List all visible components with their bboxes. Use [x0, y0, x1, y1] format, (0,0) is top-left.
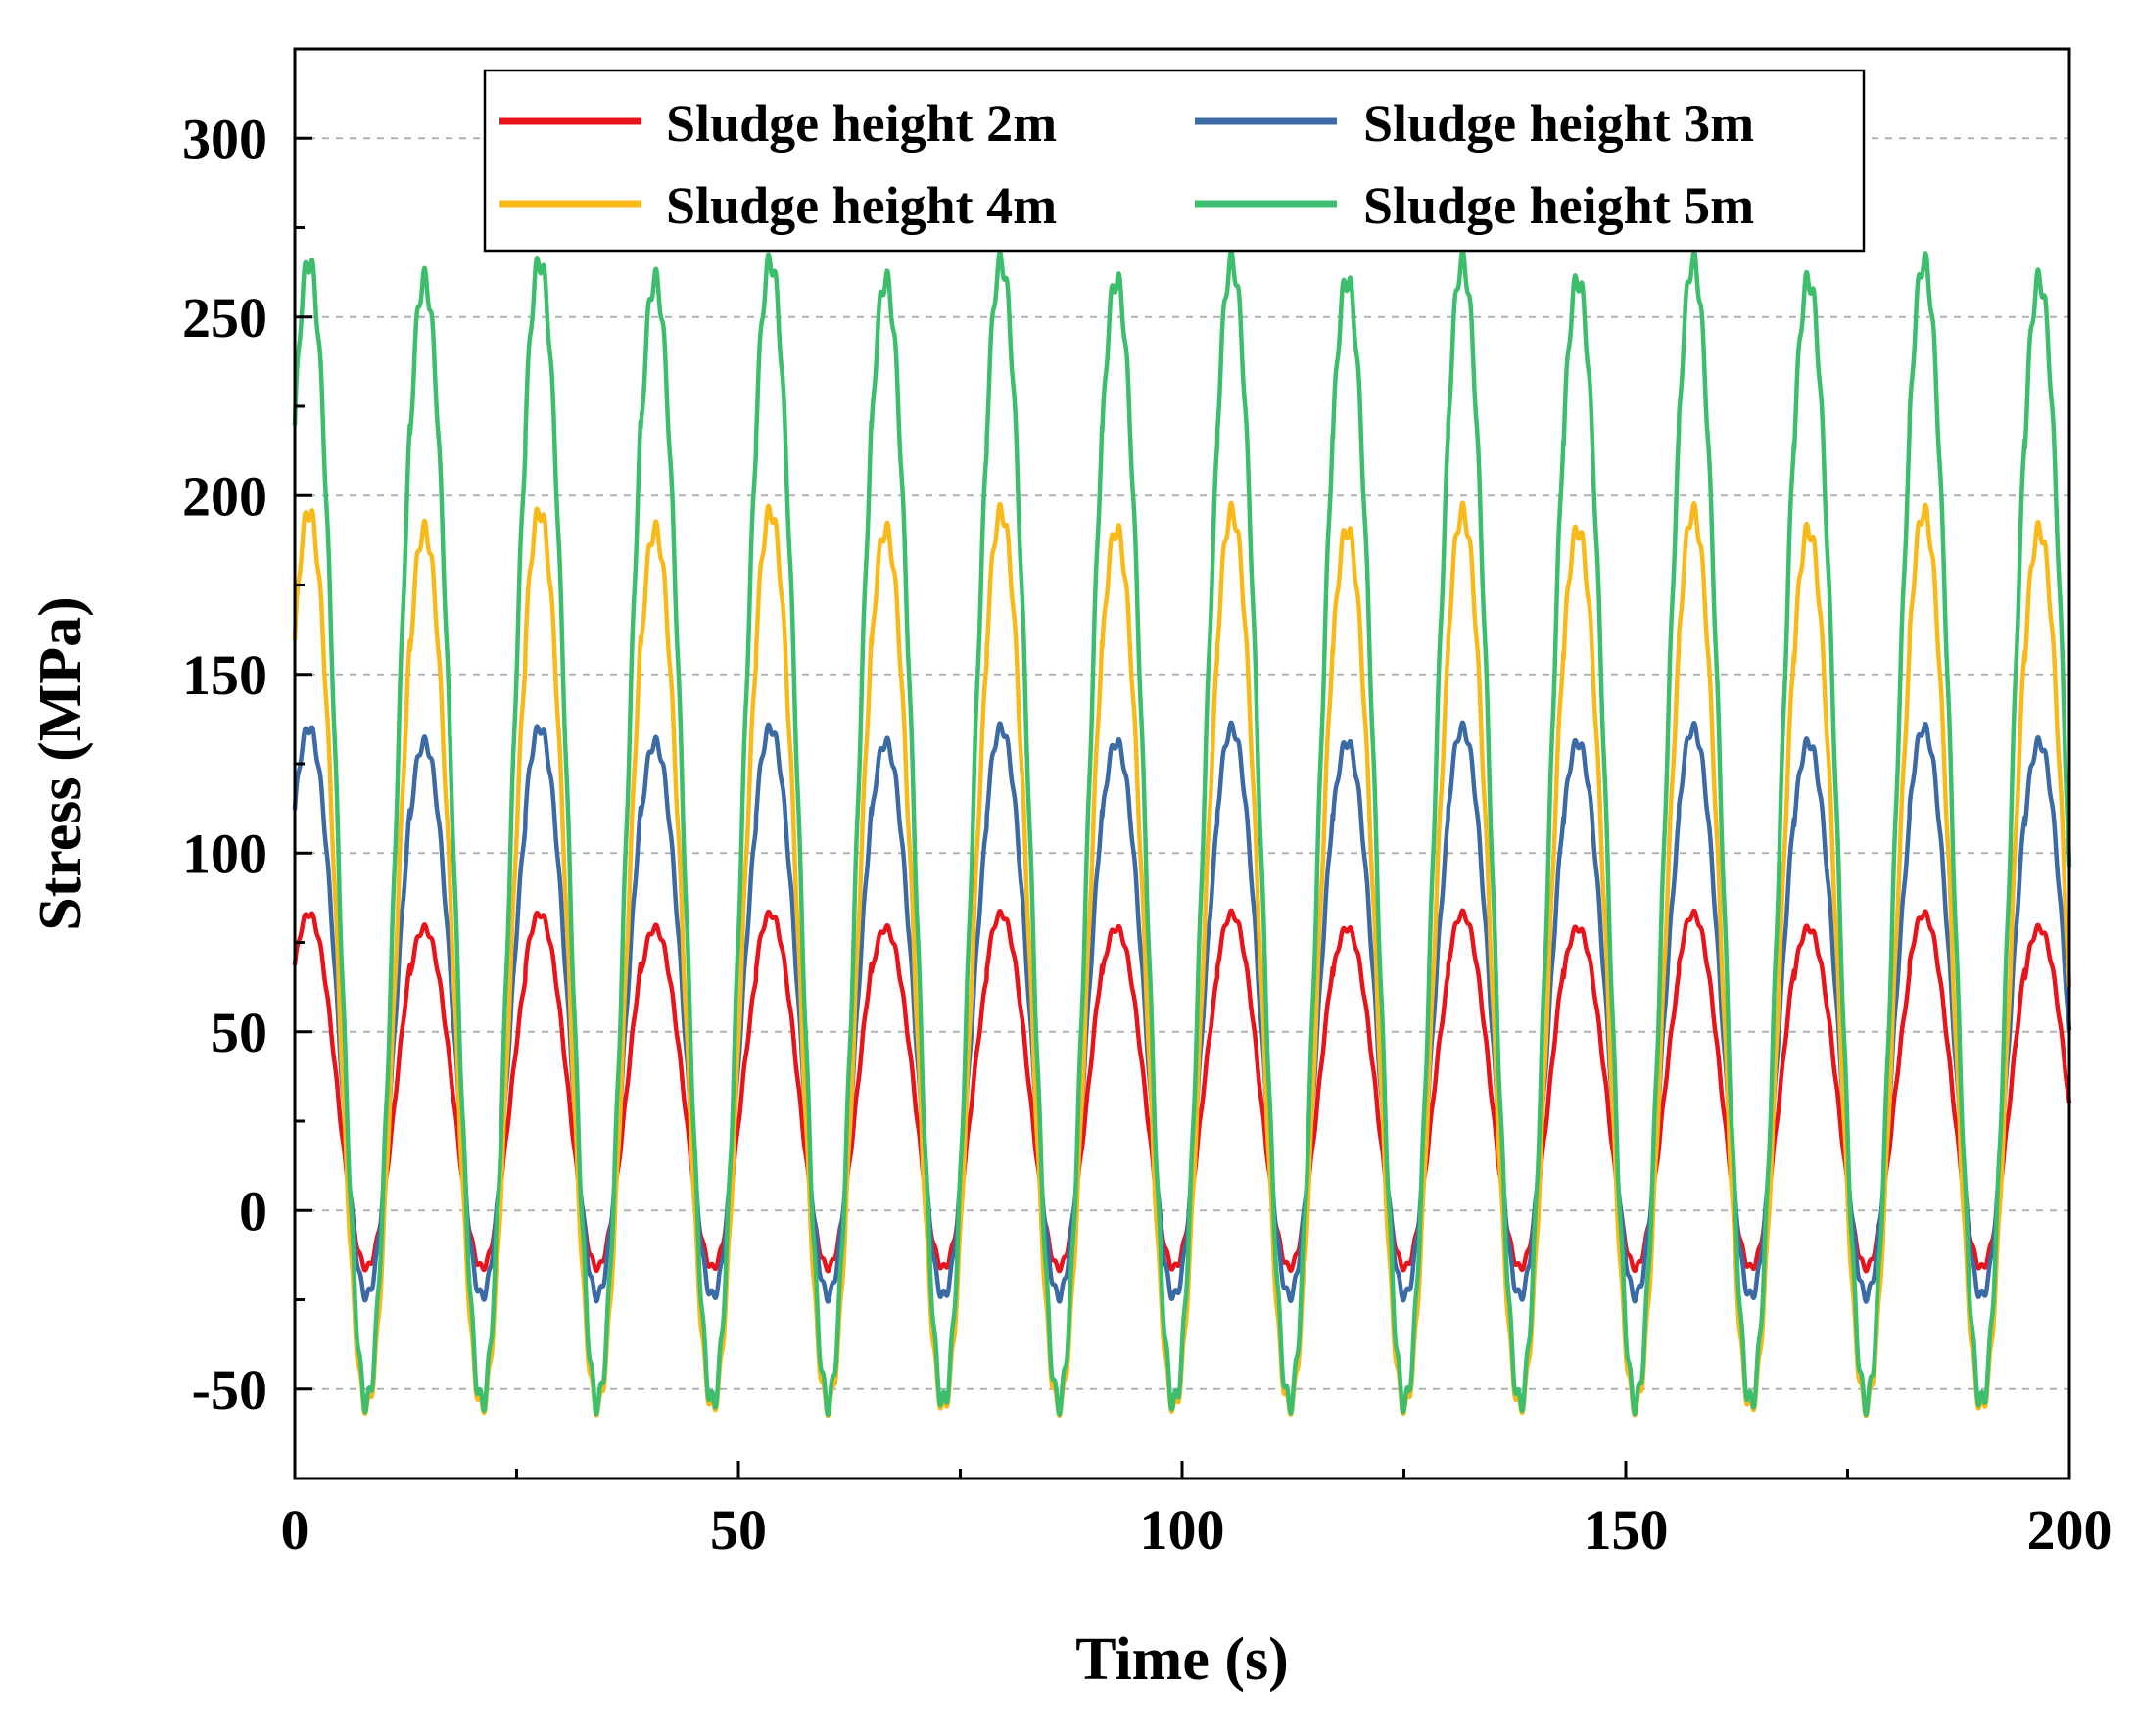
y-tick-label: 150: [182, 643, 267, 707]
y-tick-label: 250: [182, 286, 267, 350]
legend-label-2m: Sludge height 2m: [666, 94, 1057, 153]
legend-box: [483, 69, 1866, 253]
y-tick-label: 200: [182, 464, 267, 528]
x-axis-label: Time (s): [1075, 1626, 1289, 1693]
legend-label-3m: Sludge height 3m: [1363, 94, 1754, 153]
y-tick-label: 100: [182, 821, 267, 885]
y-tick-label: -50: [192, 1358, 267, 1422]
y-tick-label: 50: [211, 1001, 267, 1064]
x-tick-label: 50: [710, 1498, 767, 1562]
y-axis-label: Stress (MPa): [27, 596, 94, 930]
axis-ticks: [293, 136, 2071, 1478]
x-tick-labels: 0 50 100 150 200: [281, 1498, 2113, 1562]
series-line-sludge-height-5m: [292, 248, 2072, 1418]
x-tick-label: 100: [1140, 1498, 1225, 1562]
y-tick-label: 0: [239, 1179, 267, 1243]
series-line-sludge-height-2m: [292, 908, 2072, 1274]
y-tick-labels: -50 0 50 100 150 200 250 300: [182, 107, 267, 1422]
legend: Sludge height 2m Sludge height 3m Sludge…: [483, 69, 1866, 253]
legend-label-4m: Sludge height 4m: [666, 176, 1057, 235]
legend-label-5m: Sludge height 5m: [1363, 176, 1754, 235]
y-tick-label: 300: [182, 107, 267, 170]
x-tick-label: 150: [1584, 1498, 1669, 1562]
series-layer: [292, 248, 2072, 1419]
x-tick-label: 200: [2027, 1498, 2113, 1562]
x-tick-label: 0: [281, 1498, 309, 1562]
